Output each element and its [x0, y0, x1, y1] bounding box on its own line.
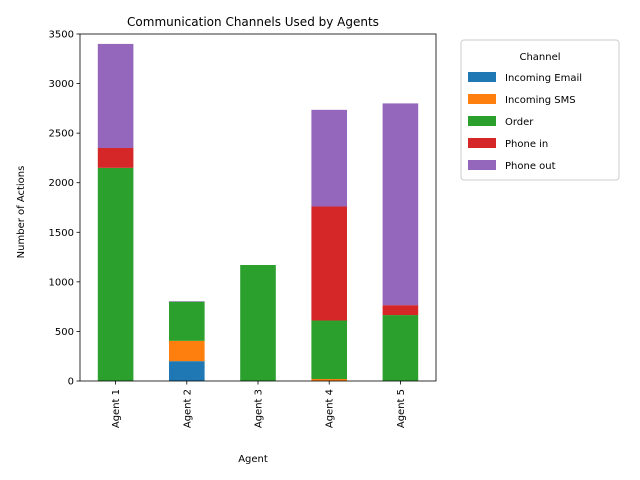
bar-segment-incoming-email-agent-2: [169, 361, 205, 381]
bar-segment-order-agent-4: [311, 320, 347, 380]
legend-label-incoming-sms: Incoming SMS: [505, 95, 576, 106]
bar-segment-phone-in-agent-1: [97, 148, 134, 168]
legend: Channel Incoming Email Incoming SMS Order P…: [460, 39, 620, 181]
legend-swatch-incoming-email: [468, 72, 496, 82]
y-tick-label: 3000: [49, 79, 74, 90]
x-tick-label: Agent 5: [396, 389, 407, 428]
legend-label-phone-in: Phone in: [505, 139, 548, 150]
y-tick-label: 500: [55, 327, 74, 338]
y-tick-label: 2000: [49, 178, 74, 189]
axes-layer: 0 500 1000 1500 2000 2500 3000 3500 Agent 1 Agent…: [49, 30, 437, 428]
bar-segment-incoming-sms-agent-2: [169, 340, 205, 362]
y-tick-label: 2500: [49, 129, 74, 140]
legend-label-order: Order: [505, 117, 534, 128]
x-tick-label: Agent 4: [325, 389, 336, 428]
bar-segment-phone-out-agent-1: [97, 43, 134, 149]
bar-segment-phone-in-agent-4: [311, 206, 347, 321]
x-tick-label: Agent 3: [254, 389, 265, 428]
bar-segment-order-agent-2: [169, 301, 205, 341]
y-tick-label: 0: [68, 377, 74, 388]
bars-layer: [97, 43, 419, 381]
bar-segment-order-agent-3: [240, 265, 276, 381]
x-axis-label: Agent: [238, 454, 268, 465]
x-tick-label: Agent 1: [111, 389, 122, 428]
legend-label-phone-out: Phone out: [505, 161, 556, 172]
legend-items: Incoming Email Incoming SMS Order Phone in P…: [468, 72, 582, 172]
bar-segment-incoming-sms-agent-4: [311, 379, 347, 381]
legend-swatch-phone-in: [468, 138, 496, 148]
bar-segment-order-agent-1: [97, 167, 134, 381]
y-tick-label: 1500: [49, 228, 74, 239]
legend-frame: [460, 39, 620, 181]
y-tick-label: 1000: [49, 277, 74, 288]
bar-segment-order-agent-5: [382, 315, 419, 381]
bar-segment-phone-out-agent-5: [382, 103, 419, 306]
y-tick-label: 3500: [49, 30, 74, 41]
x-tick-label: Agent 2: [182, 389, 193, 428]
bar-segment-phone-in-agent-5: [382, 305, 419, 316]
bar-segment-phone-out-agent-4: [311, 109, 347, 207]
legend-label-incoming-email: Incoming Email: [505, 73, 582, 84]
bar-segment-phone-out-agent-2: [169, 301, 205, 302]
legend-swatch-incoming-sms: [468, 94, 496, 104]
y-axis-label: Number of Actions: [16, 166, 27, 259]
legend-swatch-phone-out: [468, 160, 496, 170]
chart-title: Communication Channels Used by Agents: [127, 15, 379, 29]
legend-swatch-order: [468, 116, 496, 126]
legend-title: Channel: [519, 52, 560, 63]
